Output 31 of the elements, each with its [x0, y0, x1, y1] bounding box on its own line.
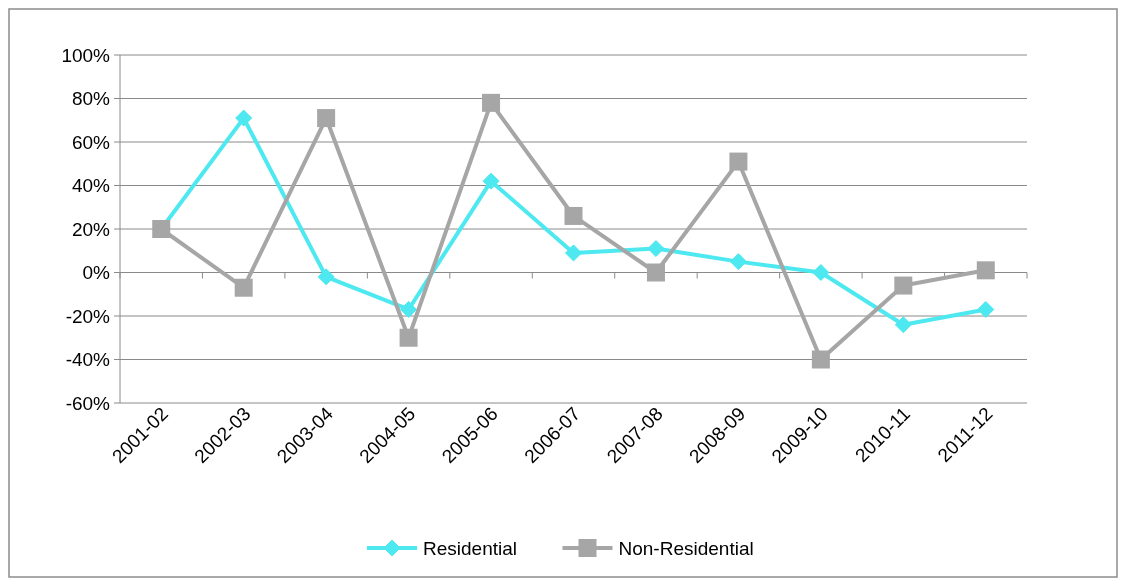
y-tick-label: 100% [61, 44, 111, 66]
point [812, 264, 830, 281]
y-tick-label: -60% [65, 392, 111, 414]
point [894, 276, 913, 295]
point [729, 253, 747, 271]
y-tick-label: -20% [65, 305, 111, 327]
point [647, 240, 665, 258]
point [729, 152, 748, 171]
point [482, 172, 500, 190]
point [646, 263, 665, 282]
point [317, 109, 336, 128]
y-tick-label: 80% [71, 88, 111, 110]
point [564, 206, 583, 225]
point [234, 278, 253, 297]
point [565, 244, 582, 262]
point [894, 316, 912, 334]
legend-label: Non-Residential [618, 537, 754, 559]
point [235, 109, 253, 127]
point [977, 300, 995, 318]
y-tick-label: 60% [71, 131, 111, 153]
point [976, 261, 995, 280]
y-tick-label: 40% [71, 175, 111, 197]
y-tick-label: 0% [82, 262, 111, 284]
point [399, 328, 418, 347]
point [482, 93, 501, 112]
legend-label: Residential [423, 537, 517, 559]
point [317, 268, 335, 286]
y-tick-label: -40% [65, 349, 111, 371]
point [400, 300, 418, 318]
point [811, 350, 830, 369]
y-tick-label: 20% [71, 218, 111, 240]
